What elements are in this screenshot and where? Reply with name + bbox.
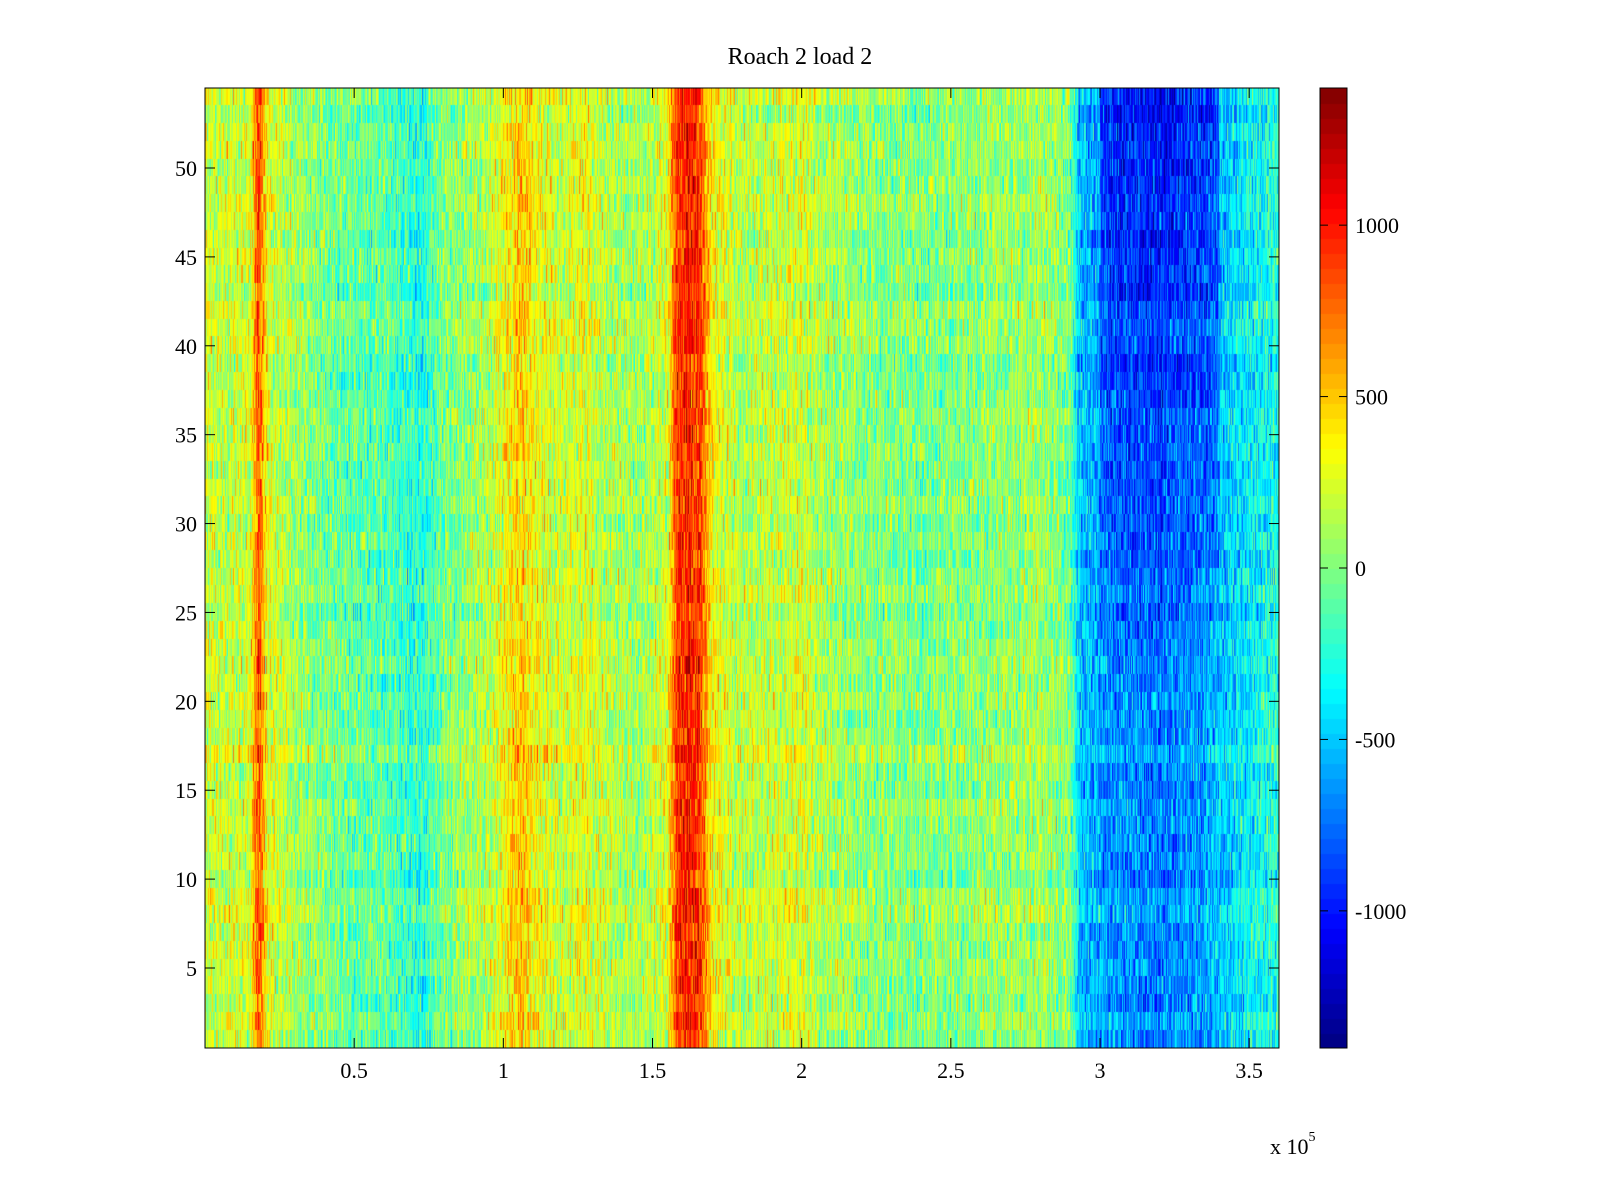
x-tick-label: 1	[498, 1058, 509, 1083]
y-tick-label: 5	[186, 956, 197, 981]
x-tick-label: 1.5	[639, 1058, 667, 1083]
x-ticks: 0.5 1 1.5 2 2.5 3 3.5	[340, 88, 1263, 1083]
colorbar-tick-label: 1000	[1355, 213, 1399, 238]
x-exponent-base: x 10	[1270, 1134, 1309, 1159]
colorbar-tick-label: 500	[1355, 385, 1388, 410]
y-tick-label: 30	[175, 512, 197, 537]
x-tick-label: 3.5	[1235, 1058, 1263, 1083]
colorbar-ticks: -1000 -500 0 500 1000	[1320, 213, 1406, 924]
y-tick-label: 20	[175, 689, 197, 714]
x-axis-exponent: x 105	[1270, 1130, 1316, 1160]
colorbar-tick-label: 0	[1355, 556, 1366, 581]
colorbar-tick-label: -500	[1355, 727, 1395, 752]
x-exponent-power: 5	[1308, 1130, 1316, 1145]
y-tick-label: 40	[175, 334, 197, 359]
colorbar-tick-label: -1000	[1355, 899, 1406, 924]
heatmap-canvas	[205, 88, 1279, 1048]
y-tick-label: 25	[175, 600, 197, 625]
y-tick-label: 15	[175, 778, 197, 803]
y-tick-label: 45	[175, 245, 197, 270]
y-ticks: 5 10 15 20 25 30 35 40 45 50	[175, 156, 1279, 981]
plot-frame	[204, 87, 1280, 1049]
x-tick-label: 0.5	[340, 1058, 368, 1083]
y-tick-label: 35	[175, 423, 197, 448]
y-tick-label: 10	[175, 867, 197, 892]
x-tick-label: 2	[796, 1058, 807, 1083]
y-tick-label: 50	[175, 156, 197, 181]
chart-title: Roach 2 load 2	[727, 44, 873, 70]
x-tick-label: 3	[1095, 1058, 1106, 1083]
x-tick-label: 2.5	[937, 1058, 965, 1083]
